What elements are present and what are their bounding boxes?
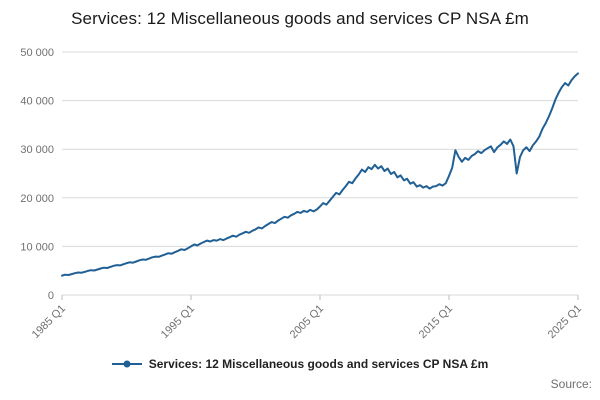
y-axis-tick-label: 20 000 [20,193,54,205]
y-axis-tick-label: 10 000 [20,241,54,253]
y-axis-tick-label: 0 [48,290,54,302]
x-axis-tick-label: 2005 Q1 [288,303,326,341]
legend-line-marker-icon [111,360,142,368]
legend: Services: 12 Miscellaneous goods and ser… [0,357,600,371]
y-axis-tick-label: 30 000 [20,144,54,156]
x-axis-tick-label: 1985 Q1 [30,303,68,341]
series-line [61,72,579,277]
y-axis-tick-label: 40 000 [20,96,54,108]
line-chart: 0 10 000 20 000 30 000 40 000 50 000 1985 Q1 19… [20,47,584,341]
source-label: Source: [550,377,592,391]
x-axis-tick-label: 2025 Q1 [546,303,584,341]
x-axis-tick-label: 2015 Q1 [417,303,455,341]
legend-label: Services: 12 Miscellaneous goods and ser… [148,357,489,371]
legend-item[interactable]: Services: 12 Miscellaneous goods and ser… [111,357,489,371]
x-axis-tick-label: 1995 Q1 [159,303,197,341]
y-axis-tick-label: 50 000 [20,47,54,59]
chart-title: Services: 12 Miscellaneous goods and ser… [71,9,529,28]
